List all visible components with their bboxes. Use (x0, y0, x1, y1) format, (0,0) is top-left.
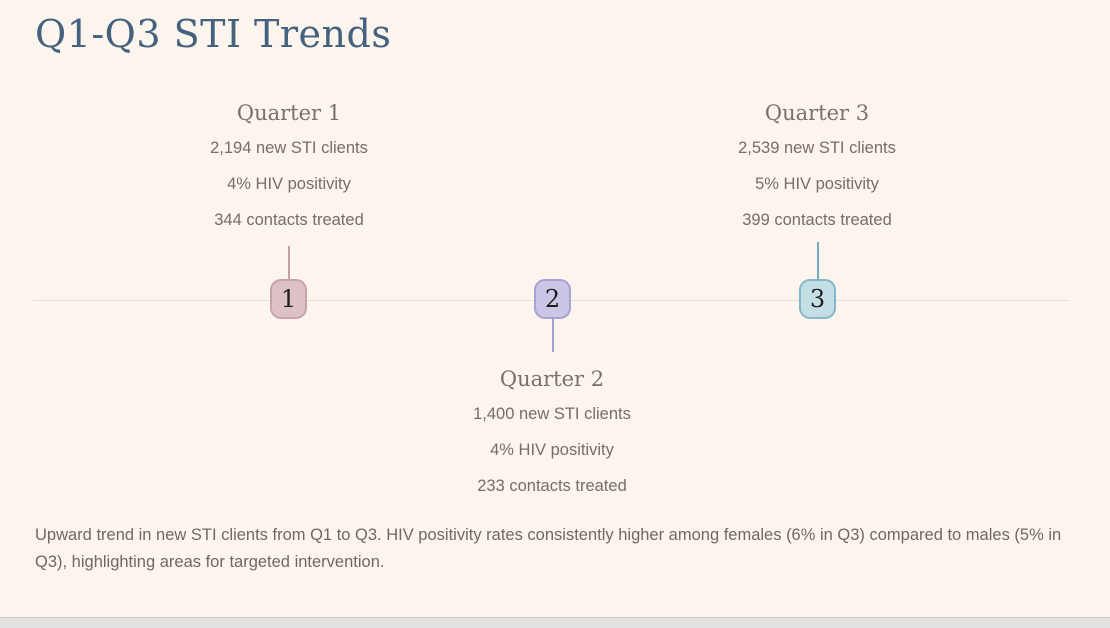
milestone-info-quarter-3: Quarter 3 2,539 new STI clients 5% HIV p… (657, 100, 977, 246)
milestone-info-quarter-1: Quarter 1 2,194 new STI clients 4% HIV p… (129, 100, 449, 246)
milestone-connector-quarter-2 (552, 318, 554, 352)
milestone-stat-hiv-positivity: 4% HIV positivity (227, 175, 351, 193)
milestone-number: 2 (544, 285, 561, 313)
milestone-title: Quarter 3 (764, 101, 870, 125)
milestone-title: Quarter 1 (236, 101, 342, 125)
milestone-stat-new-clients: 2,539 new STI clients (738, 139, 896, 157)
milestone-connector-quarter-3 (817, 242, 819, 280)
summary-text: Upward trend in new STI clients from Q1 … (35, 526, 1062, 571)
milestone-marker-quarter-2: 2 (534, 279, 571, 319)
milestone-stat-contacts-treated: 344 contacts treated (214, 211, 364, 229)
horizontal-scrollbar-track[interactable] (0, 617, 1110, 628)
milestone-stat-hiv-positivity: 4% HIV positivity (490, 441, 614, 459)
milestone-connector-quarter-1 (288, 246, 290, 280)
milestone-stat-contacts-treated: 399 contacts treated (742, 211, 892, 229)
milestone-stat-hiv-positivity: 5% HIV positivity (755, 175, 879, 193)
milestone-stat-contacts-treated: 233 contacts treated (477, 477, 627, 495)
milestone-stat-new-clients: 1,400 new STI clients (473, 405, 631, 423)
milestone-number: 3 (809, 285, 826, 313)
milestone-info-quarter-2: Quarter 2 1,400 new STI clients 4% HIV p… (392, 366, 712, 512)
milestone-marker-quarter-1: 1 (270, 279, 307, 319)
milestone-stat-new-clients: 2,194 new STI clients (210, 139, 368, 157)
milestone-number: 1 (280, 285, 297, 313)
milestone-title: Quarter 2 (499, 367, 605, 391)
page-title: Q1-Q3 STI Trends (35, 12, 392, 56)
milestone-marker-quarter-3: 3 (799, 279, 836, 319)
